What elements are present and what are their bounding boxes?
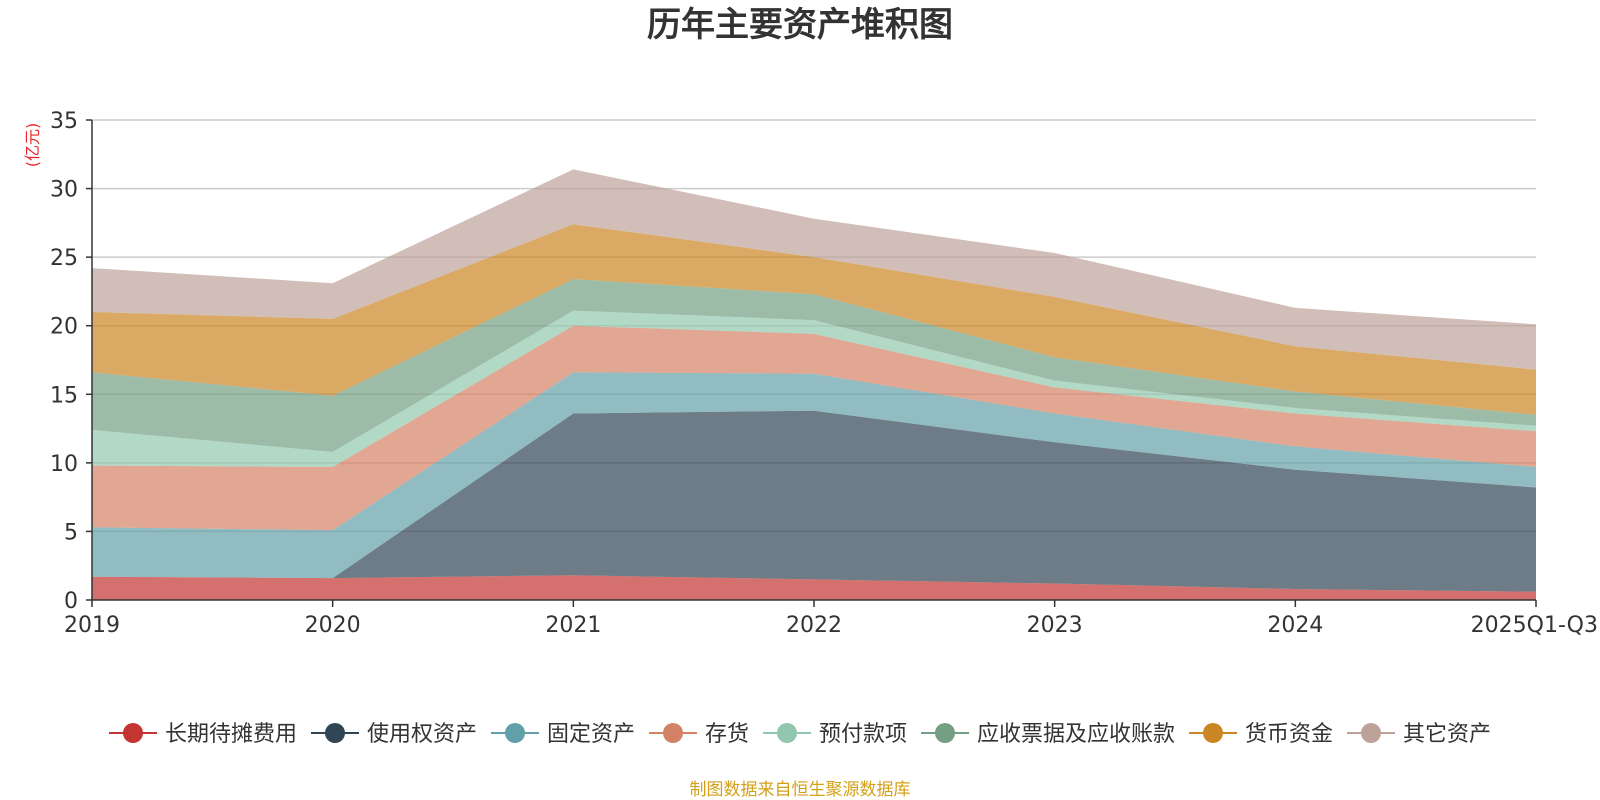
x-tick-label: 2020 — [305, 613, 361, 638]
legend-item-6[interactable]: 货币资金 — [1189, 722, 1333, 747]
area-series-layer — [92, 169, 1536, 600]
legend-marker — [663, 723, 683, 743]
legend-item-2[interactable]: 固定资产 — [491, 722, 635, 747]
x-tick-label: 2024 — [1267, 613, 1323, 638]
axes: 0 5 10 15 20 25 30 35 2019 2020 2021 2022 2023 2024 20… — [50, 109, 1598, 638]
legend-label: 预付款项 — [819, 722, 907, 747]
legend-marker — [777, 723, 797, 743]
legend-label: 应收票据及应收账款 — [977, 722, 1175, 747]
legend-marker — [123, 723, 143, 743]
legend-item-5[interactable]: 应收票据及应收账款 — [921, 722, 1175, 747]
area-series-1 — [92, 410, 1536, 592]
y-tick-label: 25 — [50, 246, 78, 271]
area-series-4 — [92, 310, 1536, 467]
source-note: 制图数据来自恒生聚源数据库 — [690, 780, 911, 800]
area-series-0 — [92, 575, 1536, 600]
y-tick-label: 35 — [50, 109, 78, 134]
legend-marker — [935, 723, 955, 743]
legend: 长期待摊费用 使用权资产 固定资产 存货 预付款项 应收票据及应收账款 货币资金 其它资产 — [109, 722, 1491, 747]
legend-item-3[interactable]: 存货 — [649, 722, 749, 747]
legend-item-0[interactable]: 长期待摊费用 — [109, 722, 297, 747]
legend-marker — [325, 723, 345, 743]
x-tick-label: 2019 — [64, 613, 120, 638]
y-tick-label: 5 — [64, 520, 78, 545]
x-tick-label: 2025Q1-Q3 — [1471, 613, 1598, 638]
y-tick-label: 30 — [50, 178, 78, 203]
chart-title: 历年主要资产堆积图 — [647, 5, 953, 45]
area-series-2 — [92, 372, 1536, 579]
legend-label: 长期待摊费用 — [165, 722, 297, 747]
y-tick-label: 20 — [50, 315, 78, 340]
y-axis-unit-label: (亿元) — [23, 123, 42, 168]
legend-marker — [505, 723, 525, 743]
y-tick-label: 15 — [50, 383, 78, 408]
legend-marker — [1203, 723, 1223, 743]
y-tick-label: 10 — [50, 452, 78, 477]
x-tick-label: 2023 — [1027, 613, 1083, 638]
legend-label: 使用权资产 — [367, 722, 477, 747]
area-series-3 — [92, 325, 1536, 531]
x-tick-label: 2021 — [545, 613, 601, 638]
legend-item-4[interactable]: 预付款项 — [763, 722, 907, 747]
x-tick-label: 2022 — [786, 613, 842, 638]
legend-label: 其它资产 — [1403, 722, 1491, 747]
legend-marker — [1361, 723, 1381, 743]
legend-label: 货币资金 — [1245, 722, 1333, 747]
legend-item-7[interactable]: 其它资产 — [1347, 722, 1491, 747]
y-tick-label: 0 — [64, 589, 78, 614]
legend-item-1[interactable]: 使用权资产 — [311, 722, 477, 747]
legend-label: 固定资产 — [547, 722, 635, 747]
area-series-7 — [92, 169, 1536, 370]
area-series-5 — [92, 279, 1536, 452]
area-series-6 — [92, 224, 1536, 415]
legend-label: 存货 — [705, 722, 749, 747]
